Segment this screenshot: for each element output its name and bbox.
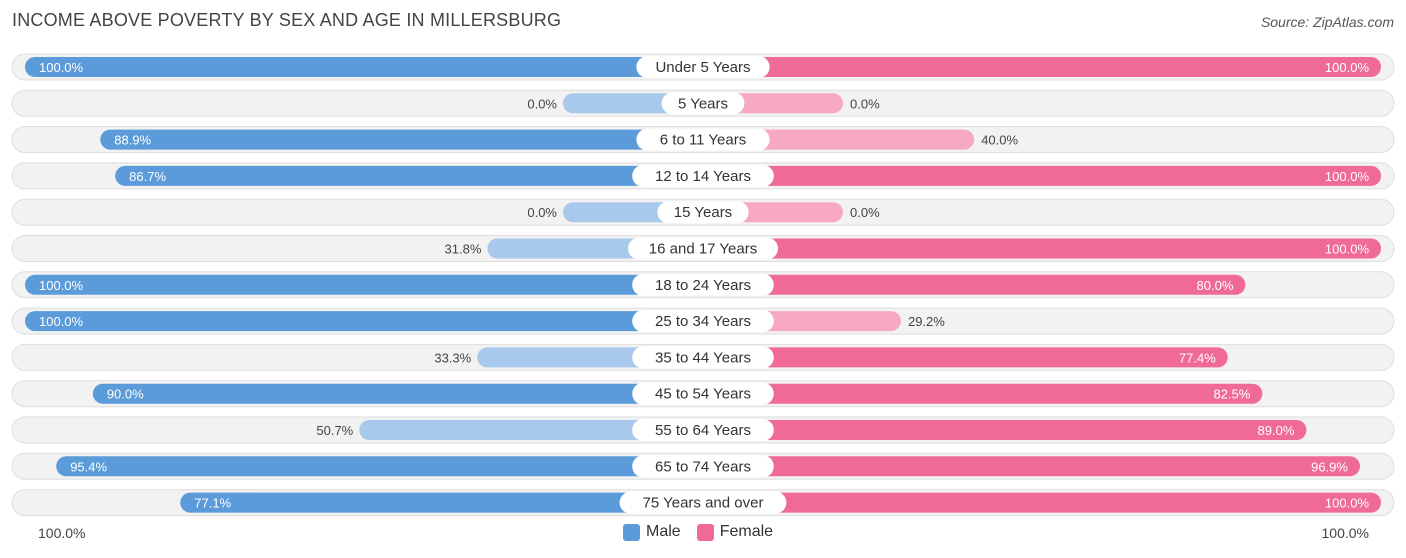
category-pill: [632, 273, 774, 296]
chart-row: 5 Years 0.0% 0.0%: [11, 89, 1395, 117]
legend-female-label: Female: [719, 523, 774, 540]
male-value-label: 88.9%: [114, 133, 151, 148]
female-bar: [703, 383, 1263, 404]
category-pill: [628, 237, 778, 260]
axis-right-label: 100.0%: [1321, 525, 1369, 541]
chart-title: INCOME ABOVE POVERTY BY SEX AND AGE IN M…: [12, 10, 562, 30]
category-label: 5 Years: [678, 95, 728, 112]
chart-row: 55 to 64 Years 50.7% 89.0%: [11, 416, 1395, 444]
male-value-label: 100.0%: [39, 278, 84, 293]
source-credit: Source: ZipAtlas.com: [1260, 14, 1394, 30]
female-bar: [703, 420, 1307, 440]
male-bar: [25, 57, 703, 77]
male-value-label: 86.7%: [129, 169, 166, 184]
chart-row: 35 to 44 Years 33.3% 77.4%: [11, 343, 1395, 371]
legend: Male Female: [623, 523, 789, 541]
female-value-label: 100.0%: [1325, 60, 1370, 75]
category-label: 55 to 64 Years: [655, 422, 751, 439]
male-value-label: 50.7%: [316, 423, 353, 438]
category-pill: [632, 346, 774, 369]
male-value-label: 0.0%: [527, 96, 557, 111]
chart-row: 75 Years and over 77.1% 100.0%: [11, 489, 1395, 517]
male-value-label: 95.4%: [70, 459, 107, 474]
chart-row: 45 to 54 Years 90.0% 82.5%: [11, 380, 1395, 408]
category-label: 75 Years and over: [643, 495, 764, 512]
chart-row: 25 to 34 Years 100.0% 29.2%: [11, 307, 1395, 335]
category-pill: [632, 164, 774, 187]
male-bar: [115, 165, 703, 186]
female-value-label: 100.0%: [1325, 169, 1370, 184]
female-value-label: 40.0%: [981, 133, 1018, 148]
male-value-label: 100.0%: [39, 314, 84, 329]
female-value-label: 80.0%: [1197, 278, 1234, 293]
female-value-label: 82.5%: [1213, 387, 1250, 402]
male-bar: [180, 492, 704, 513]
female-swatch: [696, 523, 714, 541]
category-pill: [619, 491, 787, 514]
diverging-bar-chart: Under 5 Years 100.0% 100.0% 5 Years 0.0% 0.0%…: [11, 53, 1395, 517]
chart-row: 16 and 17 Years 31.8% 100.0%: [11, 235, 1395, 262]
category-label: 18 to 24 Years: [655, 277, 751, 294]
chart-row: 6 to 11 Years 88.9% 40.0%: [11, 126, 1395, 154]
male-bar: [56, 456, 704, 477]
male-value-label: 33.3%: [434, 350, 471, 365]
female-bar: [703, 347, 1228, 368]
male-bar: [92, 383, 704, 404]
axis-left-label: 100.0%: [38, 525, 86, 541]
category-label: 65 to 74 Years: [655, 458, 751, 475]
category-pill: [632, 455, 774, 478]
female-value-label: 77.4%: [1179, 350, 1216, 365]
category-pill: [632, 419, 774, 441]
male-value-label: 90.0%: [107, 387, 144, 402]
female-value-label: 96.9%: [1311, 459, 1348, 474]
male-bar: [25, 274, 703, 295]
female-bar: [703, 274, 1246, 295]
category-pill: [632, 382, 774, 405]
male-value-label: 77.1%: [194, 496, 231, 511]
category-label: 6 to 11 Years: [660, 132, 746, 149]
female-bar: [703, 456, 1360, 477]
chart-row: 18 to 24 Years 100.0% 80.0%: [11, 271, 1395, 299]
male-swatch: [623, 523, 640, 541]
category-label: 15 Years: [674, 204, 732, 221]
chart-row: 12 to 14 Years 86.7% 100.0%: [11, 162, 1395, 190]
category-label: 45 to 54 Years: [655, 386, 751, 403]
category-label: 12 to 14 Years: [655, 168, 751, 185]
female-value-label: 0.0%: [850, 96, 880, 111]
female-bar: [703, 129, 975, 150]
chart-row: 15 Years 0.0% 0.0%: [11, 198, 1395, 226]
category-pill: [636, 128, 770, 151]
female-value-label: 29.2%: [908, 314, 945, 329]
female-bar: [703, 57, 1381, 77]
category-label: Under 5 Years: [655, 59, 750, 76]
female-bar: [703, 492, 1381, 513]
male-bar: [359, 420, 703, 440]
female-bar: [703, 165, 1381, 186]
male-value-label: 0.0%: [527, 205, 557, 220]
category-pill: [661, 92, 745, 115]
category-label: 25 to 34 Years: [655, 313, 751, 330]
category-pill: [632, 310, 774, 333]
legend-male-label: Male: [646, 523, 681, 540]
male-value-label: 31.8%: [445, 242, 482, 257]
category-label: 16 and 17 Years: [649, 241, 757, 258]
male-value-label: 100.0%: [39, 60, 84, 75]
female-value-label: 100.0%: [1325, 242, 1370, 257]
female-value-label: 100.0%: [1325, 496, 1370, 511]
chart-row: Under 5 Years 100.0% 100.0%: [11, 53, 1395, 81]
category-pill: [657, 201, 749, 224]
category-pill: [636, 56, 770, 78]
female-value-label: 89.0%: [1258, 423, 1295, 438]
male-bar: [100, 129, 704, 150]
legend-item-male: Male: [623, 523, 681, 541]
female-bar: [703, 238, 1381, 259]
male-bar: [25, 311, 703, 332]
legend-item-female: Female: [696, 523, 774, 541]
chart-row: 65 to 74 Years 95.4% 96.9%: [11, 452, 1395, 480]
category-label: 35 to 44 Years: [655, 349, 751, 366]
female-value-label: 0.0%: [850, 205, 880, 220]
